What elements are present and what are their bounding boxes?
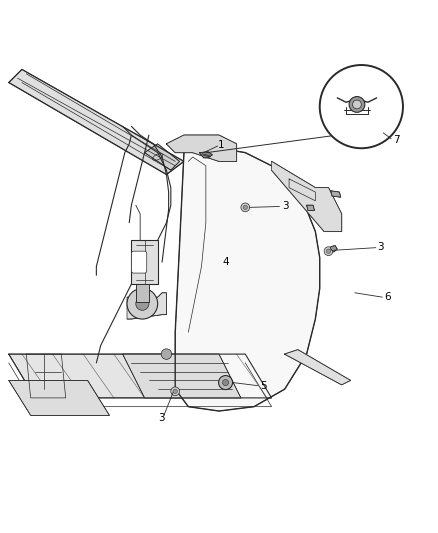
Polygon shape: [331, 246, 337, 252]
Circle shape: [320, 65, 403, 148]
Polygon shape: [145, 144, 180, 170]
Text: 3: 3: [158, 413, 165, 423]
Polygon shape: [307, 205, 314, 211]
Text: 1: 1: [218, 140, 225, 150]
Circle shape: [243, 205, 247, 209]
Circle shape: [241, 203, 250, 212]
Circle shape: [161, 349, 172, 359]
Polygon shape: [285, 350, 350, 385]
Circle shape: [219, 376, 233, 390]
Text: 5: 5: [260, 381, 266, 391]
Circle shape: [326, 249, 331, 253]
Polygon shape: [272, 161, 342, 231]
Circle shape: [324, 247, 333, 255]
Circle shape: [349, 96, 365, 112]
Circle shape: [136, 297, 149, 310]
Polygon shape: [123, 354, 241, 398]
Polygon shape: [166, 135, 237, 161]
Circle shape: [353, 100, 361, 109]
Text: 4: 4: [223, 257, 229, 267]
Polygon shape: [127, 293, 166, 319]
Polygon shape: [9, 381, 110, 415]
Text: 7: 7: [393, 135, 399, 146]
Polygon shape: [131, 240, 158, 284]
Polygon shape: [9, 354, 272, 398]
Circle shape: [127, 288, 158, 319]
Polygon shape: [199, 152, 212, 158]
Polygon shape: [331, 191, 341, 197]
Text: 6: 6: [385, 292, 391, 302]
Text: 3: 3: [378, 242, 384, 252]
Polygon shape: [175, 148, 320, 411]
Circle shape: [173, 389, 177, 393]
Polygon shape: [9, 69, 184, 174]
Polygon shape: [136, 284, 149, 302]
Text: 3: 3: [283, 201, 289, 211]
Circle shape: [223, 379, 229, 386]
FancyBboxPatch shape: [131, 251, 147, 273]
Circle shape: [171, 387, 180, 395]
